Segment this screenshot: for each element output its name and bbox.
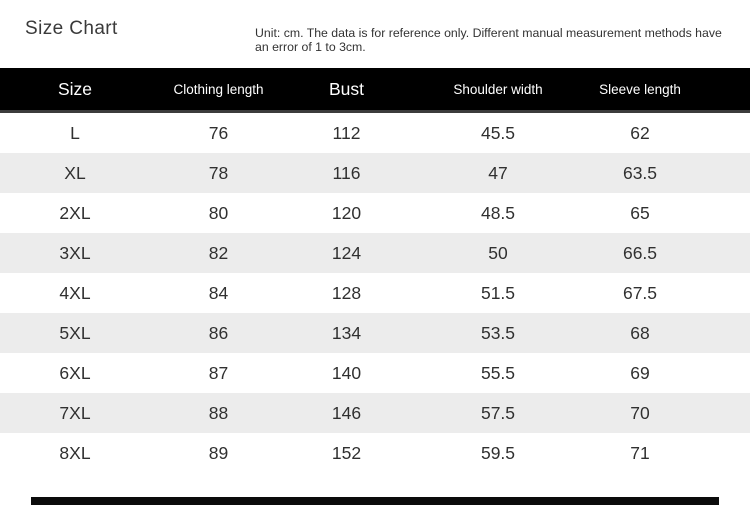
measurement-cell: 45.5 [480, 122, 516, 143]
measurement-cell: 140 [331, 362, 362, 383]
table-row-l: L 76 112 45.5 62 [0, 112, 750, 154]
size-label-cell: XL [64, 162, 86, 183]
size-label-cell: 2XL [59, 202, 91, 223]
measurement-cell: 53.5 [480, 322, 516, 343]
table-row-5xl: 5XL 86 134 53.5 68 [0, 313, 750, 353]
measurement-cell: 128 [331, 282, 362, 303]
column-header-clothing-length: Clothing length [150, 68, 287, 113]
table-row-xl: XL 78 116 47 63.5 [0, 153, 750, 193]
measurement-cell: 62 [630, 122, 650, 143]
column-header-shoulder-width: Shoulder width [406, 68, 590, 113]
size-label-cell: 6XL [59, 362, 91, 383]
measurement-cell: 70 [630, 402, 650, 423]
table-row-3xl: 3XL 82 124 50 66.5 [0, 233, 750, 273]
measurement-cell: 47 [488, 162, 508, 183]
table-row-4xl: 4XL 84 128 51.5 67.5 [0, 273, 750, 313]
page-title: Size Chart [25, 18, 118, 39]
column-header-size: Size [0, 68, 150, 113]
table-row-6xl: 6XL 87 140 55.5 69 [0, 353, 750, 393]
table-row-7xl: 7XL 88 146 57.5 70 [0, 393, 750, 433]
measurement-cell: 55.5 [480, 362, 516, 383]
size-table: Size Clothing length Bust Shoulder width Sle… [0, 68, 750, 473]
measurement-cell: 50 [488, 242, 508, 263]
measurement-cell: 67.5 [622, 282, 658, 303]
measurement-cell: 68 [630, 322, 650, 343]
measurement-cell: 84 [208, 282, 229, 303]
measurement-cell: 66.5 [622, 242, 658, 263]
measurement-cell: 78 [208, 162, 229, 183]
measurement-cell: 88 [208, 402, 229, 423]
measurement-cell: 112 [332, 122, 361, 143]
measurement-cell: 57.5 [480, 402, 516, 423]
table-row-2xl: 2XL 80 120 48.5 65 [0, 193, 750, 233]
measurement-note: Unit: cm. The data is for reference only… [255, 26, 722, 54]
measurement-cell: 89 [208, 442, 229, 463]
measurement-cell: 146 [331, 402, 362, 423]
size-label-cell: 3XL [59, 242, 91, 263]
measurement-cell: 48.5 [480, 202, 516, 223]
footer-bar [31, 497, 719, 505]
measurement-cell: 82 [208, 242, 229, 263]
measurement-cell: 120 [331, 202, 362, 223]
size-label-cell: 8XL [59, 442, 91, 463]
measurement-cell: 86 [208, 322, 229, 343]
measurement-cell: 69 [630, 362, 650, 383]
measurement-cell: 87 [208, 362, 229, 383]
measurement-cell: 124 [331, 242, 362, 263]
table-body: L 76 112 45.5 62 XL 78 116 47 63.5 2XL 80 120 48.5 65 3… [0, 112, 750, 474]
table-header-row: Size Clothing length Bust Shoulder width Sle… [0, 68, 750, 113]
measurement-cell: 134 [331, 322, 362, 343]
measurement-cell: 80 [208, 202, 229, 223]
column-header-sleeve-length: Sleeve length [590, 68, 750, 113]
measurement-cell: 76 [208, 122, 229, 143]
measurement-cell: 152 [331, 442, 362, 463]
measurement-cell: 51.5 [480, 282, 516, 303]
size-label-cell: L [70, 122, 80, 143]
table-row-8xl: 8XL 89 152 59.5 71 [0, 433, 750, 473]
column-header-bust: Bust [287, 68, 406, 113]
measurement-cell: 71 [630, 442, 650, 463]
measurement-cell: 59.5 [480, 442, 516, 463]
size-label-cell: 5XL [59, 322, 91, 343]
measurement-cell: 116 [332, 162, 361, 183]
measurement-cell: 63.5 [622, 162, 658, 183]
measurement-cell: 65 [630, 202, 650, 223]
size-label-cell: 7XL [59, 402, 91, 423]
size-label-cell: 4XL [59, 282, 91, 303]
